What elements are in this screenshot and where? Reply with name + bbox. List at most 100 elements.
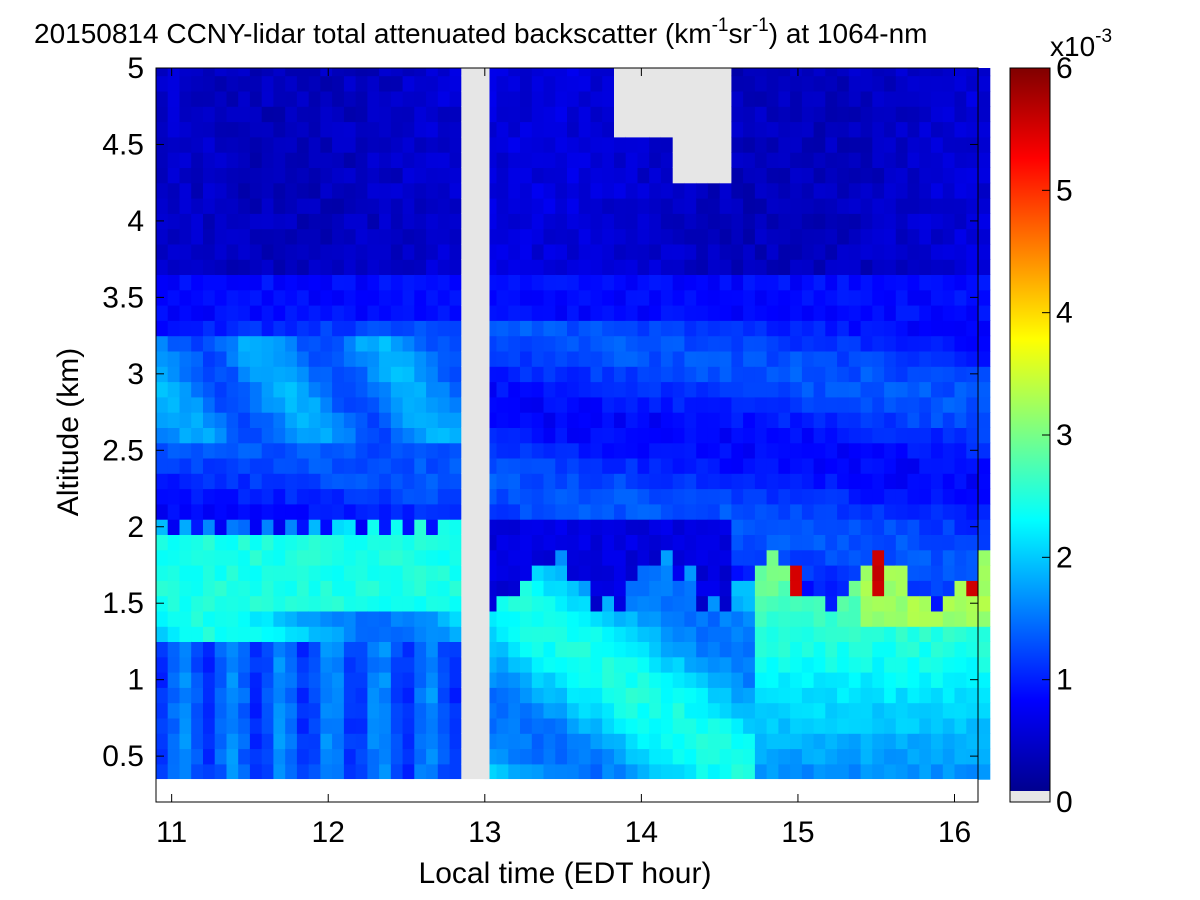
heatmap-cell xyxy=(931,305,944,321)
heatmap-cell xyxy=(578,656,591,673)
heatmap-cell xyxy=(602,243,615,260)
heatmap-cell xyxy=(813,243,826,260)
heatmap-cell xyxy=(848,75,862,92)
heatmap-cell xyxy=(261,763,274,780)
heatmap-cell xyxy=(578,457,591,474)
heatmap-cell xyxy=(578,503,591,520)
heatmap-cell xyxy=(637,152,650,168)
heatmap-cell xyxy=(672,427,685,444)
heatmap-cell xyxy=(273,305,286,321)
heatmap-cell xyxy=(449,534,462,551)
heatmap-cell xyxy=(942,656,956,673)
heatmap-cell xyxy=(907,182,920,199)
x-tick-label: 14 xyxy=(625,816,658,849)
heatmap-cell xyxy=(625,412,638,428)
heatmap-cell xyxy=(954,366,967,383)
heatmap-cell xyxy=(872,289,885,306)
heatmap-cell xyxy=(449,243,462,260)
heatmap-cell xyxy=(379,136,392,153)
heatmap-cell xyxy=(437,366,451,383)
heatmap-cell xyxy=(332,167,345,184)
heatmap-cell xyxy=(167,182,180,199)
heatmap-cell xyxy=(203,748,216,765)
heatmap-cell xyxy=(637,350,650,367)
heatmap-cell xyxy=(731,457,744,474)
heatmap-cell xyxy=(379,748,392,765)
heatmap-cell xyxy=(203,68,216,77)
heatmap-cell xyxy=(449,457,462,474)
heatmap-cell xyxy=(203,473,216,490)
heatmap-cell xyxy=(872,519,885,535)
heatmap-cell xyxy=(731,519,744,535)
heatmap-cell xyxy=(625,626,638,642)
heatmap-cell xyxy=(895,656,909,673)
heatmap-cell xyxy=(249,106,263,123)
heatmap-cell xyxy=(496,381,509,398)
heatmap-cell xyxy=(332,366,345,383)
heatmap-cell xyxy=(226,672,239,688)
heatmap-cell xyxy=(508,106,521,123)
heatmap-cell xyxy=(637,106,650,123)
heatmap-cell xyxy=(837,350,850,367)
heatmap-cell xyxy=(707,656,721,673)
heatmap-cell xyxy=(848,457,862,474)
heatmap-cell xyxy=(614,702,627,719)
heatmap-cell xyxy=(649,687,662,704)
heatmap-cell xyxy=(379,717,392,734)
heatmap-cell xyxy=(719,335,732,352)
heatmap-cell xyxy=(578,442,591,459)
heatmap-cell xyxy=(508,213,521,230)
heatmap-cell xyxy=(214,626,227,642)
heatmap-cell xyxy=(296,182,310,199)
heatmap-cell xyxy=(555,259,568,275)
heatmap-cell xyxy=(637,687,650,704)
heatmap-cell xyxy=(790,687,803,704)
heatmap-cell xyxy=(895,152,909,168)
heatmap-cell xyxy=(214,763,227,780)
heatmap-cell xyxy=(390,228,404,245)
heatmap-cell xyxy=(390,396,404,413)
heatmap-cell xyxy=(848,366,862,383)
heatmap-cell xyxy=(320,106,333,123)
heatmap-cell xyxy=(978,182,991,199)
heatmap-cell xyxy=(496,136,509,153)
heatmap-cell xyxy=(449,641,462,658)
heatmap-cell xyxy=(719,565,732,581)
heatmap-cell xyxy=(778,320,791,337)
heatmap-cell xyxy=(578,534,591,551)
heatmap-cell xyxy=(825,519,838,535)
heatmap-cell xyxy=(801,68,815,77)
heatmap-cell xyxy=(696,519,709,535)
heatmap-cell xyxy=(437,243,451,260)
heatmap-cell xyxy=(848,427,862,444)
heatmap-cell xyxy=(978,396,991,413)
heatmap-cell xyxy=(754,198,768,214)
heatmap-cell xyxy=(226,381,239,398)
heatmap-cell xyxy=(320,610,333,627)
heatmap-cell xyxy=(543,228,556,245)
heatmap-cell xyxy=(942,106,956,123)
heatmap-cell xyxy=(496,595,509,612)
heatmap-cell xyxy=(214,565,227,581)
heatmap-cell xyxy=(167,687,180,704)
heatmap-cell xyxy=(402,396,415,413)
heatmap-cell xyxy=(860,213,873,230)
heatmap-cell xyxy=(332,626,345,642)
heatmap-cell xyxy=(261,473,274,490)
heatmap-cell xyxy=(520,90,533,107)
heatmap-cell xyxy=(649,90,662,107)
heatmap-cell xyxy=(449,350,462,367)
heatmap-cell xyxy=(766,396,779,413)
heatmap-cell xyxy=(520,320,533,337)
heatmap-cell xyxy=(895,121,909,138)
heatmap-cell xyxy=(790,580,803,597)
heatmap-cell xyxy=(637,228,650,245)
heatmap-cell xyxy=(426,335,439,352)
heatmap-cell xyxy=(895,320,909,337)
heatmap-cell xyxy=(203,106,216,123)
heatmap-cell xyxy=(555,381,568,398)
heatmap-cell xyxy=(308,442,321,459)
heatmap-cell xyxy=(825,121,838,138)
heatmap-cell xyxy=(625,381,638,398)
heatmap-cell xyxy=(426,427,439,444)
